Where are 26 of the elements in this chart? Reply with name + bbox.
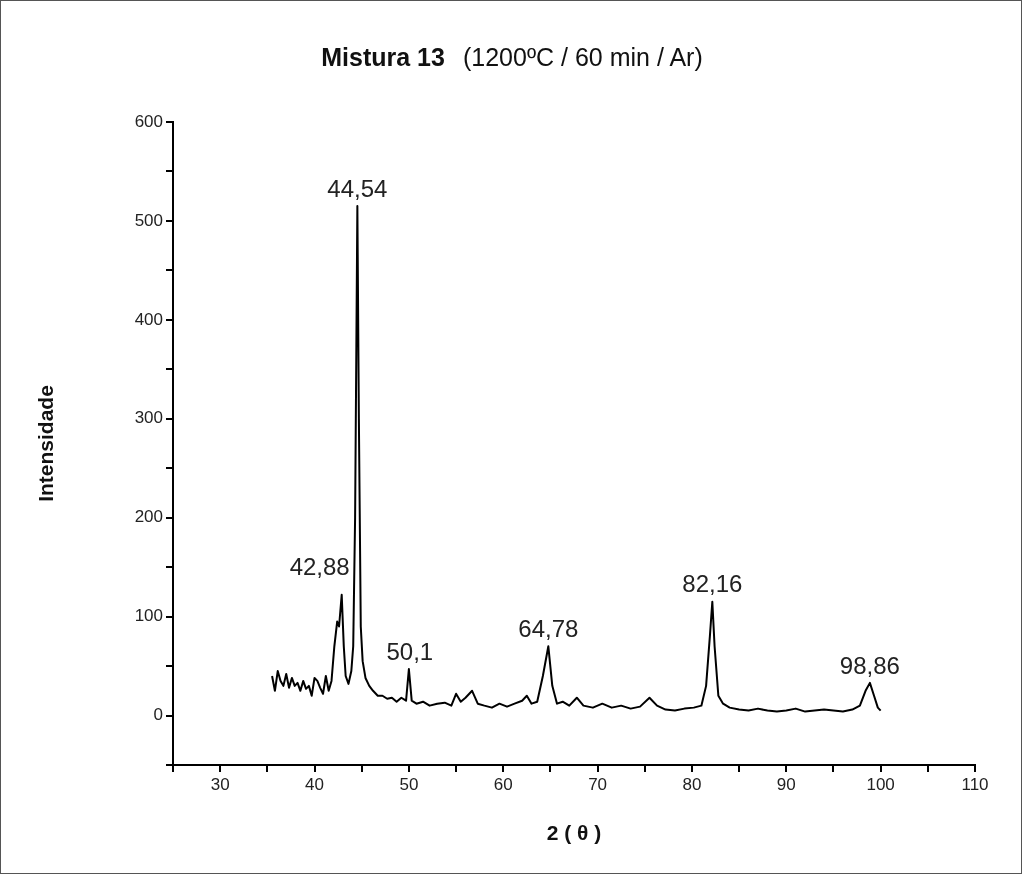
x-tick-label: 100 — [866, 774, 895, 794]
y-tick-label: 200 — [134, 507, 163, 527]
y-tick-label: 100 — [134, 606, 163, 626]
x-tick-label: 80 — [682, 774, 702, 794]
y-tick-label: 300 — [134, 408, 163, 428]
y-tick-label: 500 — [134, 210, 163, 230]
annotation: 98,86 — [839, 651, 900, 679]
x-tick-label: 60 — [493, 774, 513, 794]
x-tick-label: 30 — [210, 774, 230, 794]
chart-title: Mistura 13 — [321, 43, 445, 71]
annotation: 42,88 — [289, 553, 350, 581]
y-tick-label: 600 — [134, 111, 163, 131]
y-tick-label: 400 — [134, 309, 163, 329]
x-tick-label: 40 — [305, 774, 324, 794]
x-tick-label: 70 — [588, 774, 608, 794]
y-axis-title: Intensidade — [34, 385, 58, 502]
y-tick-label: 0 — [153, 705, 163, 725]
annotation: 50,1 — [386, 637, 434, 665]
x-tick-label: 90 — [776, 774, 796, 794]
annotation: 64,78 — [518, 614, 579, 642]
chart-subtitle: (1200ºC / 60 min / Ar) — [462, 43, 703, 71]
annotation: 82,16 — [682, 570, 743, 598]
x-axis-title: 2 ( θ ) — [546, 821, 602, 845]
x-tick-label: 110 — [961, 774, 989, 794]
annotation: 44,54 — [327, 174, 388, 202]
x-tick-label: 50 — [399, 774, 419, 794]
